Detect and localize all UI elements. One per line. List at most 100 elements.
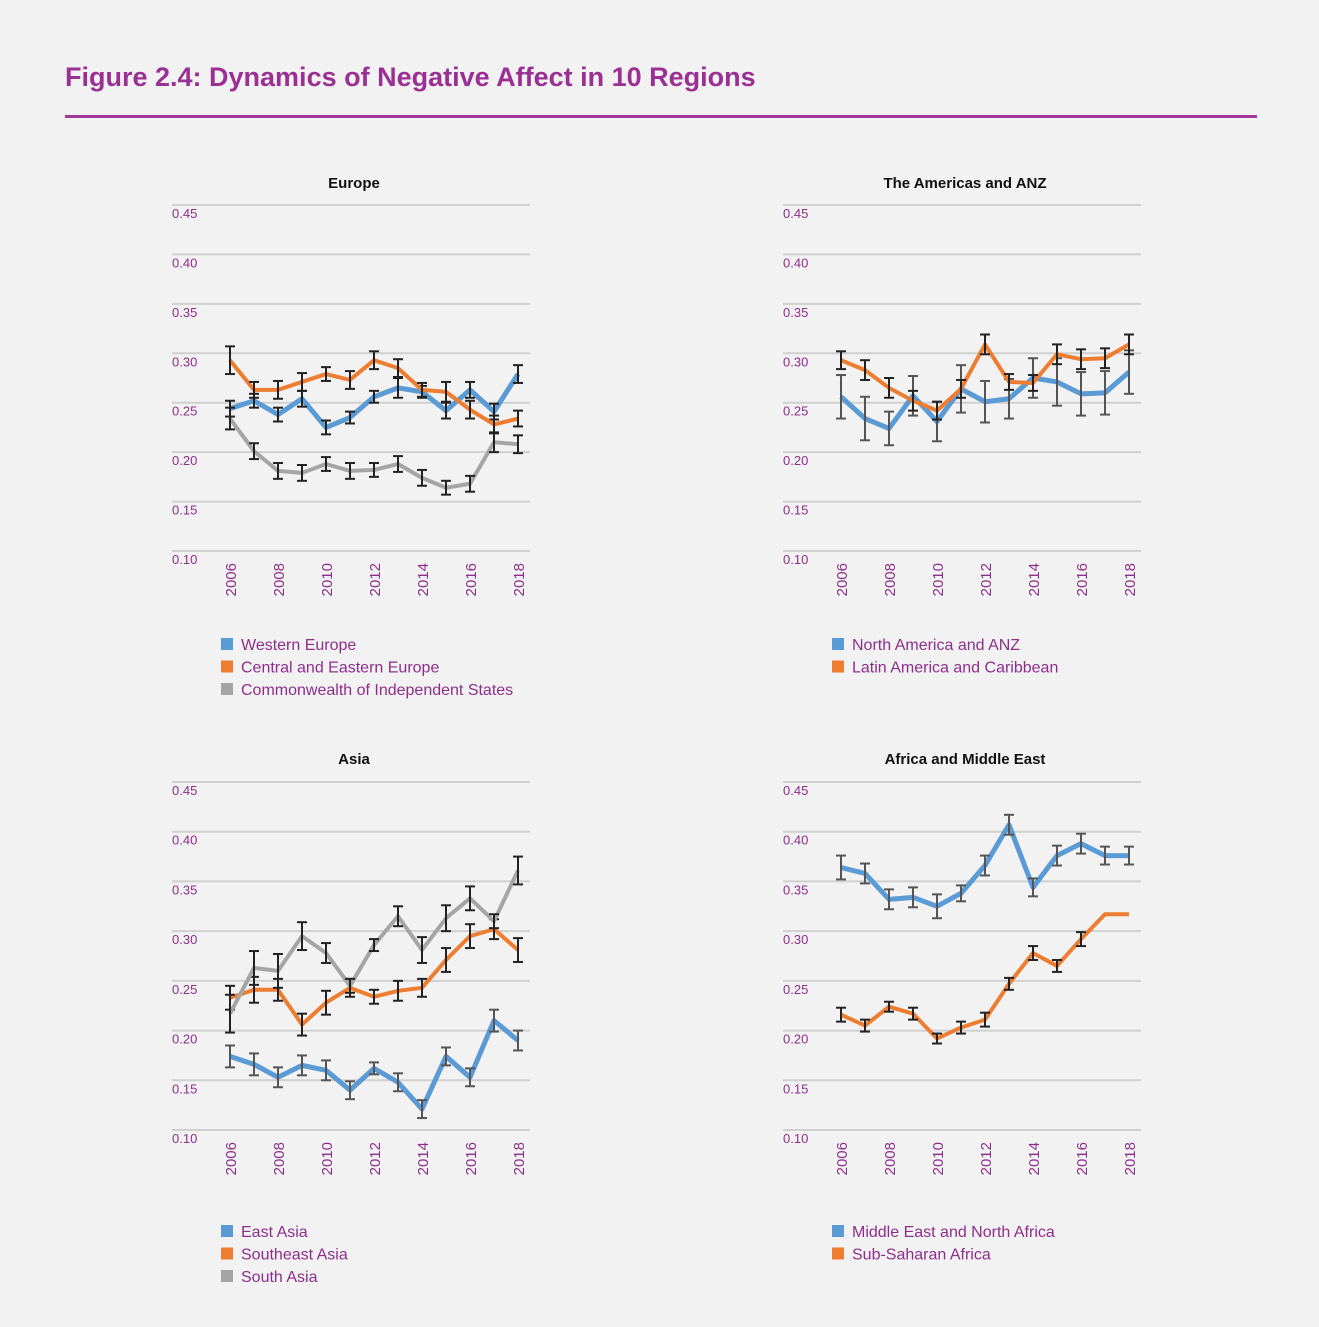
legend-swatch <box>832 638 844 650</box>
error-bar <box>393 979 403 1002</box>
x-tick-label: 2016 <box>463 1142 480 1175</box>
series-east-asia <box>225 1008 523 1120</box>
y-tick-label: 0.25 <box>172 982 197 997</box>
legend-swatch <box>832 1247 844 1260</box>
error-bar <box>1076 931 1086 948</box>
error-bar <box>884 410 894 447</box>
error-bar <box>273 406 283 423</box>
error-bar <box>345 1080 355 1101</box>
y-tick-label: 0.30 <box>172 354 197 369</box>
error-bar <box>465 1067 475 1088</box>
y-tick-label: 0.20 <box>783 453 808 468</box>
y-tick-label: 0.25 <box>783 982 808 997</box>
error-bar <box>932 1032 942 1045</box>
error-bar <box>249 442 259 461</box>
error-bar <box>1124 845 1134 866</box>
error-bar <box>1100 347 1110 370</box>
x-tick-label: 2012 <box>367 563 384 596</box>
legend-swatch <box>221 1225 233 1237</box>
series-western-europe <box>225 364 523 436</box>
error-bar <box>297 1012 307 1037</box>
x-tick-label: 2014 <box>415 563 432 596</box>
error-bar <box>441 479 451 496</box>
x-tick-label: 2008 <box>882 563 899 596</box>
x-tick-label: 2016 <box>463 563 480 596</box>
series-sub-saharan-africa <box>836 912 1129 1045</box>
x-tick-label: 2018 <box>511 1142 528 1175</box>
chart-title: Africa and Middle East <box>885 751 1046 768</box>
y-tick-label: 0.10 <box>172 552 197 567</box>
error-bar <box>513 855 523 886</box>
legend-swatch <box>221 660 233 673</box>
error-bar <box>465 923 475 950</box>
y-tick-label: 0.45 <box>783 206 808 221</box>
legend-swatch <box>832 1225 844 1237</box>
error-bar <box>836 1006 846 1023</box>
series-commonwealth-of-independent-states <box>225 406 523 496</box>
y-tick-label: 0.15 <box>783 1081 808 1096</box>
legend-swatch <box>221 1247 233 1260</box>
error-bar <box>860 862 870 885</box>
error-bar <box>345 462 355 480</box>
error-bar <box>321 989 331 1016</box>
error-bar <box>369 1061 379 1076</box>
error-bar <box>369 389 379 404</box>
error-bar <box>417 936 427 964</box>
y-tick-label: 0.30 <box>783 932 808 947</box>
error-bar <box>980 333 990 356</box>
x-tick-label: 2012 <box>367 1142 384 1175</box>
x-tick-label: 2018 <box>511 563 528 596</box>
x-tick-label: 2010 <box>930 1142 947 1175</box>
chart-panel-the-americas-and-anz: The Americas and ANZ 0.10 0.15 0.20 0.25 0.30… <box>783 175 1141 677</box>
error-bar <box>1076 348 1086 371</box>
error-bar <box>465 399 475 420</box>
y-tick-label: 0.20 <box>172 453 197 468</box>
series-southeast-asia <box>225 918 523 1037</box>
error-bar <box>273 1066 283 1089</box>
legend-label: Commonwealth of Independent States <box>241 682 513 699</box>
legend-label: Sub-Saharan Africa <box>852 1247 991 1264</box>
error-bar <box>836 374 846 420</box>
error-bar <box>1076 371 1086 417</box>
error-bar <box>1052 958 1062 973</box>
y-tick-label: 0.35 <box>783 882 808 897</box>
y-tick-label: 0.10 <box>783 1131 808 1146</box>
y-tick-label: 0.45 <box>172 206 197 221</box>
error-bar <box>321 1059 331 1082</box>
error-bar <box>1100 370 1110 416</box>
y-tick-label: 0.20 <box>783 1032 808 1047</box>
error-bar <box>956 378 966 399</box>
x-tick-label: 2016 <box>1074 1142 1091 1175</box>
error-bar <box>860 395 870 442</box>
legend-label: Middle East and North Africa <box>852 1224 1055 1241</box>
series-middle-east-and-north-africa <box>836 813 1134 920</box>
error-bar <box>1124 333 1134 356</box>
x-tick-label: 2008 <box>271 1142 288 1175</box>
error-bar <box>513 937 523 963</box>
error-bar <box>908 886 918 909</box>
error-bar <box>908 389 918 412</box>
legend-label: North America and ANZ <box>852 637 1020 654</box>
y-tick-label: 0.20 <box>172 1032 197 1047</box>
error-bar <box>441 947 451 973</box>
error-bar <box>321 419 331 436</box>
error-bar <box>465 885 475 912</box>
error-bar <box>1028 945 1038 961</box>
x-tick-label: 2014 <box>415 1142 432 1175</box>
title-divider <box>65 115 1257 118</box>
error-bar <box>441 380 451 403</box>
x-tick-label: 2018 <box>1122 1142 1139 1175</box>
error-bar <box>1028 877 1038 898</box>
error-bar <box>1004 373 1014 391</box>
x-tick-label: 2006 <box>223 1142 240 1175</box>
error-bar <box>369 350 379 371</box>
error-bar <box>932 400 942 421</box>
y-tick-label: 0.25 <box>783 404 808 419</box>
legend-swatch <box>221 1270 233 1282</box>
error-bar <box>441 904 451 933</box>
error-bar <box>1100 845 1110 866</box>
error-bar <box>513 364 523 384</box>
x-tick-label: 2006 <box>834 563 851 596</box>
x-tick-label: 2008 <box>882 1142 899 1175</box>
y-tick-label: 0.30 <box>172 932 197 947</box>
